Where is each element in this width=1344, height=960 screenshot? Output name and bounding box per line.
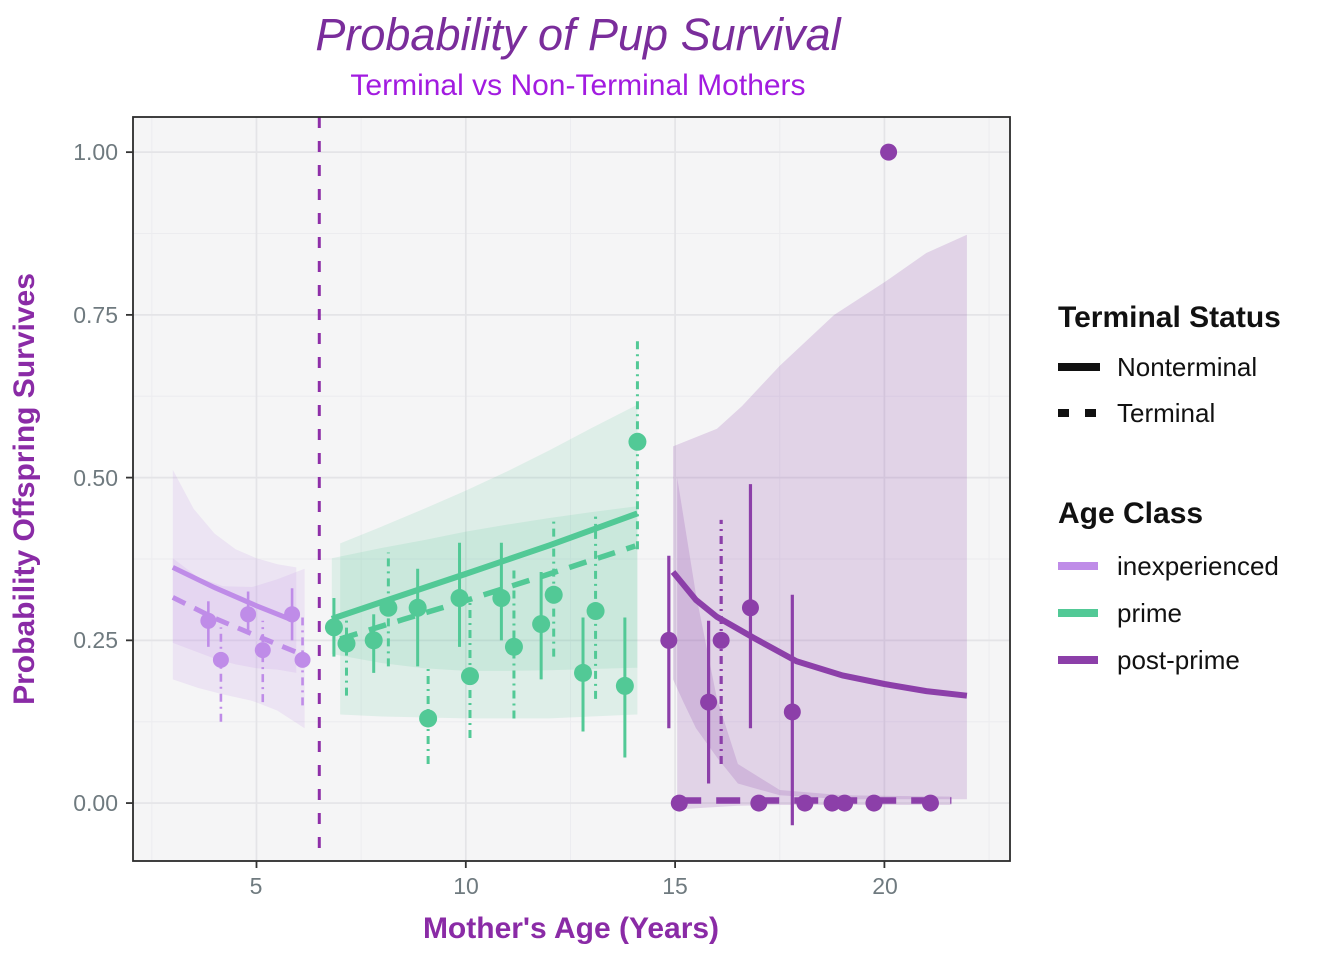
data-point-prime-terminal bbox=[379, 598, 398, 617]
data-point-inexperienced-nonterminal bbox=[284, 606, 301, 623]
data-point-prime-nonterminal bbox=[450, 589, 469, 608]
data-point-prime-nonterminal bbox=[615, 676, 634, 695]
data-point-prime-terminal bbox=[504, 637, 523, 656]
data-point-prime-terminal bbox=[628, 432, 647, 451]
legend-label-inexperienced: inexperienced bbox=[1117, 551, 1279, 581]
data-point-post-prime-terminal bbox=[796, 794, 814, 812]
legend-terminal-status: Terminal Status Nonterminal Terminal bbox=[1058, 301, 1281, 428]
legend-label-nonterminal: Nonterminal bbox=[1117, 352, 1257, 382]
ribbon-inexperienced-terminal bbox=[172, 558, 305, 729]
chart-title: Probability of Pup Survival bbox=[315, 9, 842, 60]
point-layer bbox=[200, 143, 939, 812]
ribbon-prime-nonterminal bbox=[331, 506, 638, 671]
x-tick-label: 5 bbox=[250, 873, 263, 899]
data-point-post-prime-nonterminal bbox=[783, 703, 801, 721]
data-point-inexperienced-terminal bbox=[294, 651, 311, 668]
data-point-inexperienced-terminal bbox=[212, 651, 229, 668]
legend-title-age-class: Age Class bbox=[1058, 497, 1203, 530]
data-point-prime-terminal bbox=[460, 667, 479, 686]
panel-border bbox=[132, 116, 1011, 862]
data-point-post-prime-terminal bbox=[823, 794, 841, 812]
data-point-post-prime-terminal bbox=[836, 794, 854, 812]
y-tick-label: 0.00 bbox=[73, 790, 118, 816]
legend-age-class: Age Class inexperienced prime post-prime bbox=[1058, 497, 1279, 675]
data-point-prime-nonterminal bbox=[532, 615, 551, 634]
data-point-post-prime-nonterminal bbox=[700, 693, 718, 711]
x-axis-title: Mother's Age (Years) bbox=[423, 912, 719, 945]
data-point-post-prime-terminal bbox=[865, 794, 883, 812]
fit-line-prime-nonterminal bbox=[330, 510, 639, 622]
legend-label-prime: prime bbox=[1117, 598, 1182, 628]
data-point-inexperienced-nonterminal bbox=[240, 606, 257, 623]
data-point-prime-nonterminal bbox=[324, 618, 343, 637]
data-point-post-prime-terminal bbox=[921, 794, 939, 812]
data-point-post-prime-nonterminal bbox=[880, 143, 898, 161]
data-point-post-prime-terminal bbox=[712, 631, 730, 649]
data-point-post-prime-terminal bbox=[670, 794, 688, 812]
data-point-post-prime-nonterminal bbox=[660, 631, 678, 649]
panel-background bbox=[133, 117, 1010, 861]
data-point-prime-terminal bbox=[419, 709, 438, 728]
data-point-post-prime-nonterminal bbox=[741, 599, 759, 617]
y-tick-label: 1.00 bbox=[73, 139, 118, 165]
data-point-post-prime-terminal bbox=[750, 794, 768, 812]
data-point-prime-nonterminal bbox=[492, 589, 511, 608]
legend-label-terminal: Terminal bbox=[1117, 398, 1215, 428]
data-point-prime-terminal bbox=[586, 602, 605, 621]
data-point-prime-terminal bbox=[337, 634, 356, 653]
x-tick-label: 15 bbox=[662, 873, 688, 899]
fit-line-post-prime-nonterminal bbox=[670, 570, 968, 699]
data-point-prime-nonterminal bbox=[408, 598, 427, 617]
panel-layer bbox=[133, 117, 1010, 861]
y-tick-label: 0.75 bbox=[73, 302, 118, 328]
ribbon-post-prime-terminal bbox=[677, 477, 952, 810]
y-axis-title: Probability Offspring Survives bbox=[8, 273, 41, 705]
x-tick-label: 20 bbox=[872, 873, 898, 899]
fit-line-inexperienced-nonterminal bbox=[171, 565, 296, 624]
data-point-prime-nonterminal bbox=[574, 663, 593, 682]
ribbon-prime-terminal bbox=[340, 404, 638, 719]
data-point-prime-nonterminal bbox=[364, 631, 383, 650]
legend-label-post-prime: post-prime bbox=[1117, 645, 1240, 675]
y-tick-label: 0.50 bbox=[73, 465, 118, 491]
data-point-inexperienced-nonterminal bbox=[200, 612, 217, 629]
ribbon-post-prime-nonterminal bbox=[673, 234, 967, 800]
y-tick-label: 0.25 bbox=[73, 627, 118, 653]
x-tick-label: 10 bbox=[453, 873, 479, 899]
frame-layer bbox=[126, 116, 1011, 868]
chart-subtitle: Terminal vs Non-Terminal Mothers bbox=[350, 69, 805, 102]
legend-title-terminal-status: Terminal Status bbox=[1058, 301, 1281, 334]
data-point-inexperienced-terminal bbox=[254, 642, 271, 659]
data-point-prime-terminal bbox=[544, 585, 563, 604]
